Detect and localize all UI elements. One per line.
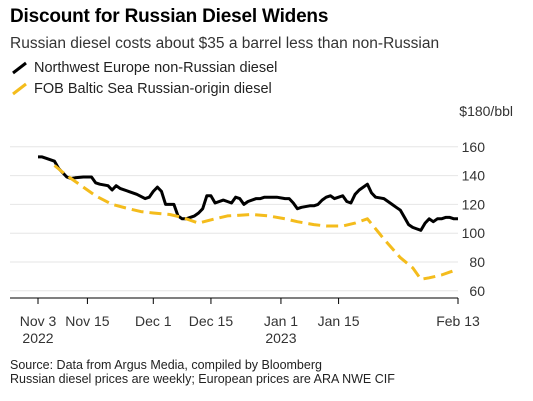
y-tick-label: 80: [469, 254, 485, 270]
y-tick-label: 140: [462, 168, 486, 184]
y-tick-label: 60: [469, 283, 485, 299]
chart-footer: Source: Data from Argus Media, compiled …: [10, 358, 395, 386]
source-note: Source: Data from Argus Media, compiled …: [10, 358, 322, 372]
x-tick-label: Jan 15: [318, 313, 360, 329]
x-tick-label: Dec 1: [135, 313, 172, 329]
series-line-northwest-europe: [38, 155, 458, 232]
chart-title: Discount for Russian Diesel Widens: [10, 6, 329, 27]
y-tick-label: 100: [462, 225, 486, 241]
chart-subtitle: Russian diesel costs about $35 a barrel …: [10, 35, 440, 52]
y-unit-label: $180/bbl: [459, 103, 513, 119]
y-tick-label: 160: [462, 139, 486, 155]
x-tick-sublabel: 2022: [22, 330, 53, 346]
x-tick-label: Nov 15: [65, 313, 110, 329]
x-tick-label: Nov 3: [20, 313, 57, 329]
x-tick-label: Jan 1: [264, 313, 298, 329]
legend-dashed-line-icon: [12, 82, 27, 96]
x-tick-sublabel: 2023: [265, 330, 296, 346]
x-tick-label: Dec 15: [189, 313, 234, 329]
legend-item-northwest-europe: Northwest Europe non-Russian diesel: [10, 60, 277, 76]
legend-label: Northwest Europe non-Russian diesel: [34, 60, 278, 76]
y-tick-label: 120: [462, 196, 486, 212]
x-tick-label: Feb 13: [436, 313, 480, 329]
legend-solid-line-icon: [12, 61, 27, 75]
legend-item-russian-baltic: FOB Baltic Sea Russian-origin diesel: [10, 81, 272, 97]
legend-label: FOB Baltic Sea Russian-origin diesel: [34, 81, 272, 97]
methodology-note: Russian diesel prices are weekly; Europe…: [10, 372, 395, 386]
series-line-russian-baltic: [53, 164, 459, 281]
